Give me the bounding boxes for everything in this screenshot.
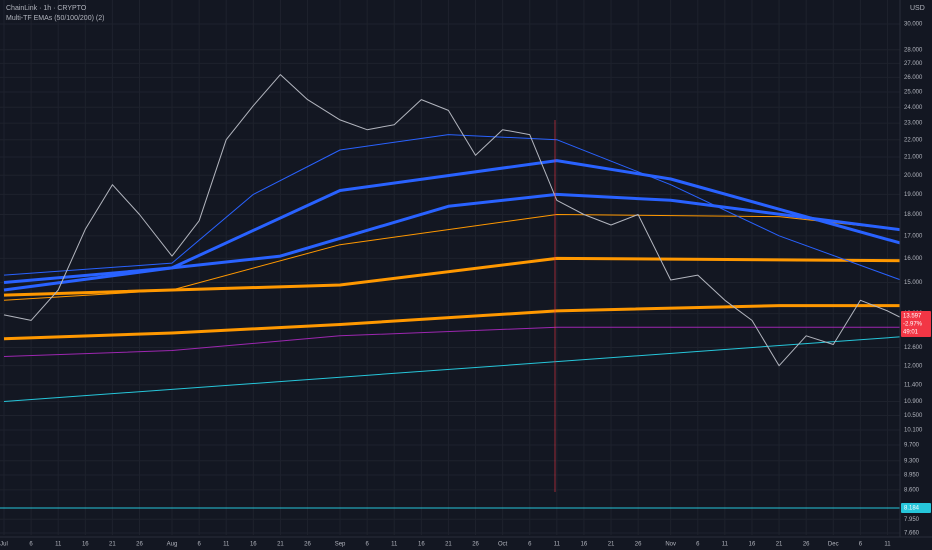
y-tick-label: 10.900 [904,399,923,405]
x-tick-label: Nov [665,542,676,548]
x-tick-label: 21 [109,542,116,548]
x-tick-label: 26 [635,542,642,548]
last-price: 13.597 [903,314,922,320]
y-tick-label: 27.000 [904,61,923,67]
x-tick-label: 11 [554,542,561,548]
price-change: -2.97% [903,322,923,328]
series-line [3,74,904,367]
x-tick-label: 21 [608,542,615,548]
x-tick-label: 16 [250,542,257,548]
x-tick-label: 16 [82,542,89,548]
y-tick-label: 8.950 [904,473,920,479]
axes: 30.000 28.000 27.000 26.000 25.000 24.000 23.0… [0,22,923,548]
y-tick-label: 15.000 [904,280,923,286]
y-tick-label: 10.100 [904,428,923,434]
y-tick-label: 26.000 [904,75,923,81]
y-tick-label: 20.000 [904,173,923,179]
x-tick-label: 11 [223,542,230,548]
x-tick-label: 26 [803,542,810,548]
y-tick-label: 11.400 [904,382,923,388]
series-line [3,134,915,286]
y-tick-label: 7.950 [904,517,920,523]
x-tick-label: 26 [472,542,479,548]
y-tick-label: 9.700 [904,443,920,449]
y-tick-label: 22.000 [904,137,923,143]
y-tick-label: 18.000 [904,212,923,218]
x-tick-label: 26 [136,542,143,548]
y-tick-label: 10.500 [904,413,923,419]
y-tick-label: 16.000 [904,256,923,262]
series-line [3,326,915,357]
x-tick-label: Jul [0,542,8,548]
y-tick-label: 21.000 [904,155,923,161]
x-tick-label: Sep [335,542,346,548]
x-tick-label: 6 [197,542,201,548]
y-tick-label: 23.000 [904,121,923,127]
y-tick-label: 17.000 [904,233,923,239]
y-tick-label: 25.000 [904,90,923,96]
x-tick-label: 16 [749,542,756,548]
x-tick-label: 6 [528,542,532,548]
currency: USD [910,5,925,12]
x-tick-label: 21 [445,542,452,548]
series-line [3,192,915,292]
plot [3,74,916,402]
y-tick-label: 12.600 [904,345,923,351]
price-badge [901,311,931,337]
x-tick-label: 6 [29,542,33,548]
x-tick-label: Dec [828,542,839,548]
x-tick-label: 16 [418,542,425,548]
series-line [3,304,915,341]
y-tick-label: 19.000 [904,192,923,198]
x-tick-label: 6 [365,542,369,548]
level-badge [901,503,931,513]
symbol-title: ChainLink · 1h · CRYPTO [6,5,87,12]
indicator-label: Multi-TF EMAs (50/100/200) (2) [6,15,104,22]
x-tick-label: 26 [304,542,311,548]
y-tick-label: 9.300 [904,458,920,464]
y-tick-label: 30.000 [904,22,923,28]
y-tick-label: 8.600 [904,487,920,493]
x-tick-label: 6 [696,542,700,548]
x-tick-label: 21 [776,542,783,548]
x-tick-label: 21 [277,542,284,548]
y-tick-label: 28.000 [904,47,923,53]
x-tick-label: 16 [581,542,588,548]
level-label: 8.184 [904,506,920,512]
x-tick-label: 11 [55,542,62,548]
y-tick-label: 12.000 [904,363,923,369]
x-tick-label: 11 [722,542,729,548]
x-tick-label: 11 [391,542,398,548]
countdown: 49:01 [903,330,919,336]
x-tick-label: Aug [167,542,178,548]
y-tick-label: 7.660 [904,531,920,537]
x-tick-label: 6 [859,542,863,548]
series-line [3,335,915,402]
series-line [3,214,915,301]
price-axis [900,0,932,550]
y-tick-label: 24.000 [904,105,923,111]
x-tick-label: 11 [884,542,891,548]
x-tick-label: Oct [498,542,508,548]
